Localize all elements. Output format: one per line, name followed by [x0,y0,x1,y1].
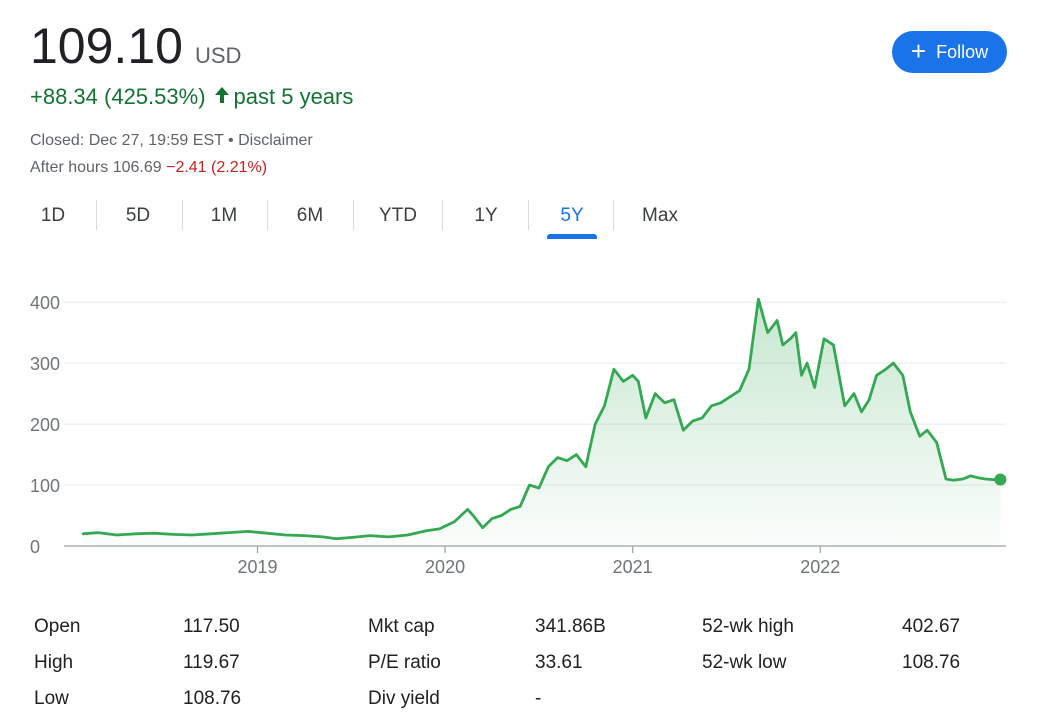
quote-meta: Closed: Dec 27, 19:59 EST • Disclaimer A… [30,127,313,181]
tab-divider [442,200,443,230]
stat-label-mkt-cap: Mkt cap [368,616,435,637]
x-tick-label: 2021 [613,557,653,577]
tab-divider [267,200,268,230]
x-tick-label: 2019 [237,557,277,577]
price-header: 109.10 USD [30,18,241,74]
stat-label-52wk-high: 52-wk high [702,616,794,637]
y-tick-label: 400 [30,293,60,313]
stat-value-open: 117.50 [183,616,240,637]
currency-label: USD [194,43,242,68]
stat-label-open: Open [34,616,81,637]
follow-label: Follow [936,41,989,62]
tab-divider [528,200,529,230]
stat-value-low: 108.76 [183,688,242,709]
x-tick-label: 2020 [425,557,465,577]
price-chart[interactable]: 0 100 200 300 400 2019 2020 2021 2022 [0,280,1045,590]
tab-1d[interactable]: 1D [40,205,66,226]
closed-status: Closed: Dec 27, 19:59 EST • Disclaimer [30,132,313,149]
arrow-up-icon [214,84,230,110]
range-tabs: 1D 5D 1M 6M YTD 1Y 5Y Max [0,196,720,240]
current-price: 109.10 [30,18,183,74]
plus-icon: + [910,36,927,66]
after-hours: After hours 106.69 −2.41 (2.21%) [30,154,313,181]
x-tick-label: 2022 [800,557,840,577]
change-amount: +88.34 (425.53%) [30,84,206,109]
tab-1y[interactable]: 1Y [474,205,498,226]
stat-value-52wk-high: 402.67 [902,616,961,637]
stat-value-52wk-low: 108.76 [902,652,961,673]
price-area [83,299,1001,546]
price-change: +88.34 (425.53%) past 5 years [30,84,353,110]
change-period: past 5 years [233,84,354,109]
y-tick-label: 200 [30,415,60,435]
stat-label-52wk-low: 52-wk low [702,652,787,673]
y-tick-label: 300 [30,354,60,374]
stat-label-low: Low [34,688,69,709]
tab-max[interactable]: Max [642,205,678,226]
tab-5d[interactable]: 5D [125,205,151,226]
tab-divider [182,200,183,230]
tab-1m[interactable]: 1M [210,205,238,226]
tab-6m[interactable]: 6M [296,205,324,226]
stat-value-div-yield: - [535,688,542,709]
tab-5y[interactable]: 5Y [544,196,600,236]
stat-value-mkt-cap: 341.86B [535,616,606,637]
stats-table: Open 117.50 Mkt cap 341.86B 52-wk high 4… [0,608,1045,717]
stat-value-pe-ratio: 33.61 [535,652,583,673]
last-price-dot [994,473,1007,486]
tab-divider [353,200,354,230]
stat-label-pe-ratio: P/E ratio [368,652,441,673]
follow-button[interactable]: + Follow [892,31,1007,73]
tab-divider [96,200,97,230]
y-tick-label: 100 [30,476,60,496]
after-hours-change: −2.41 (2.21%) [166,159,268,176]
stat-label-div-yield: Div yield [368,688,440,709]
after-hours-label: After hours 106.69 [30,159,162,176]
stat-label-high: High [34,652,74,673]
y-tick-label: 0 [30,537,40,557]
tab-ytd[interactable]: YTD [379,205,417,226]
stat-value-high: 119.67 [183,652,240,673]
price-line [81,297,1002,541]
tab-divider [613,200,614,230]
